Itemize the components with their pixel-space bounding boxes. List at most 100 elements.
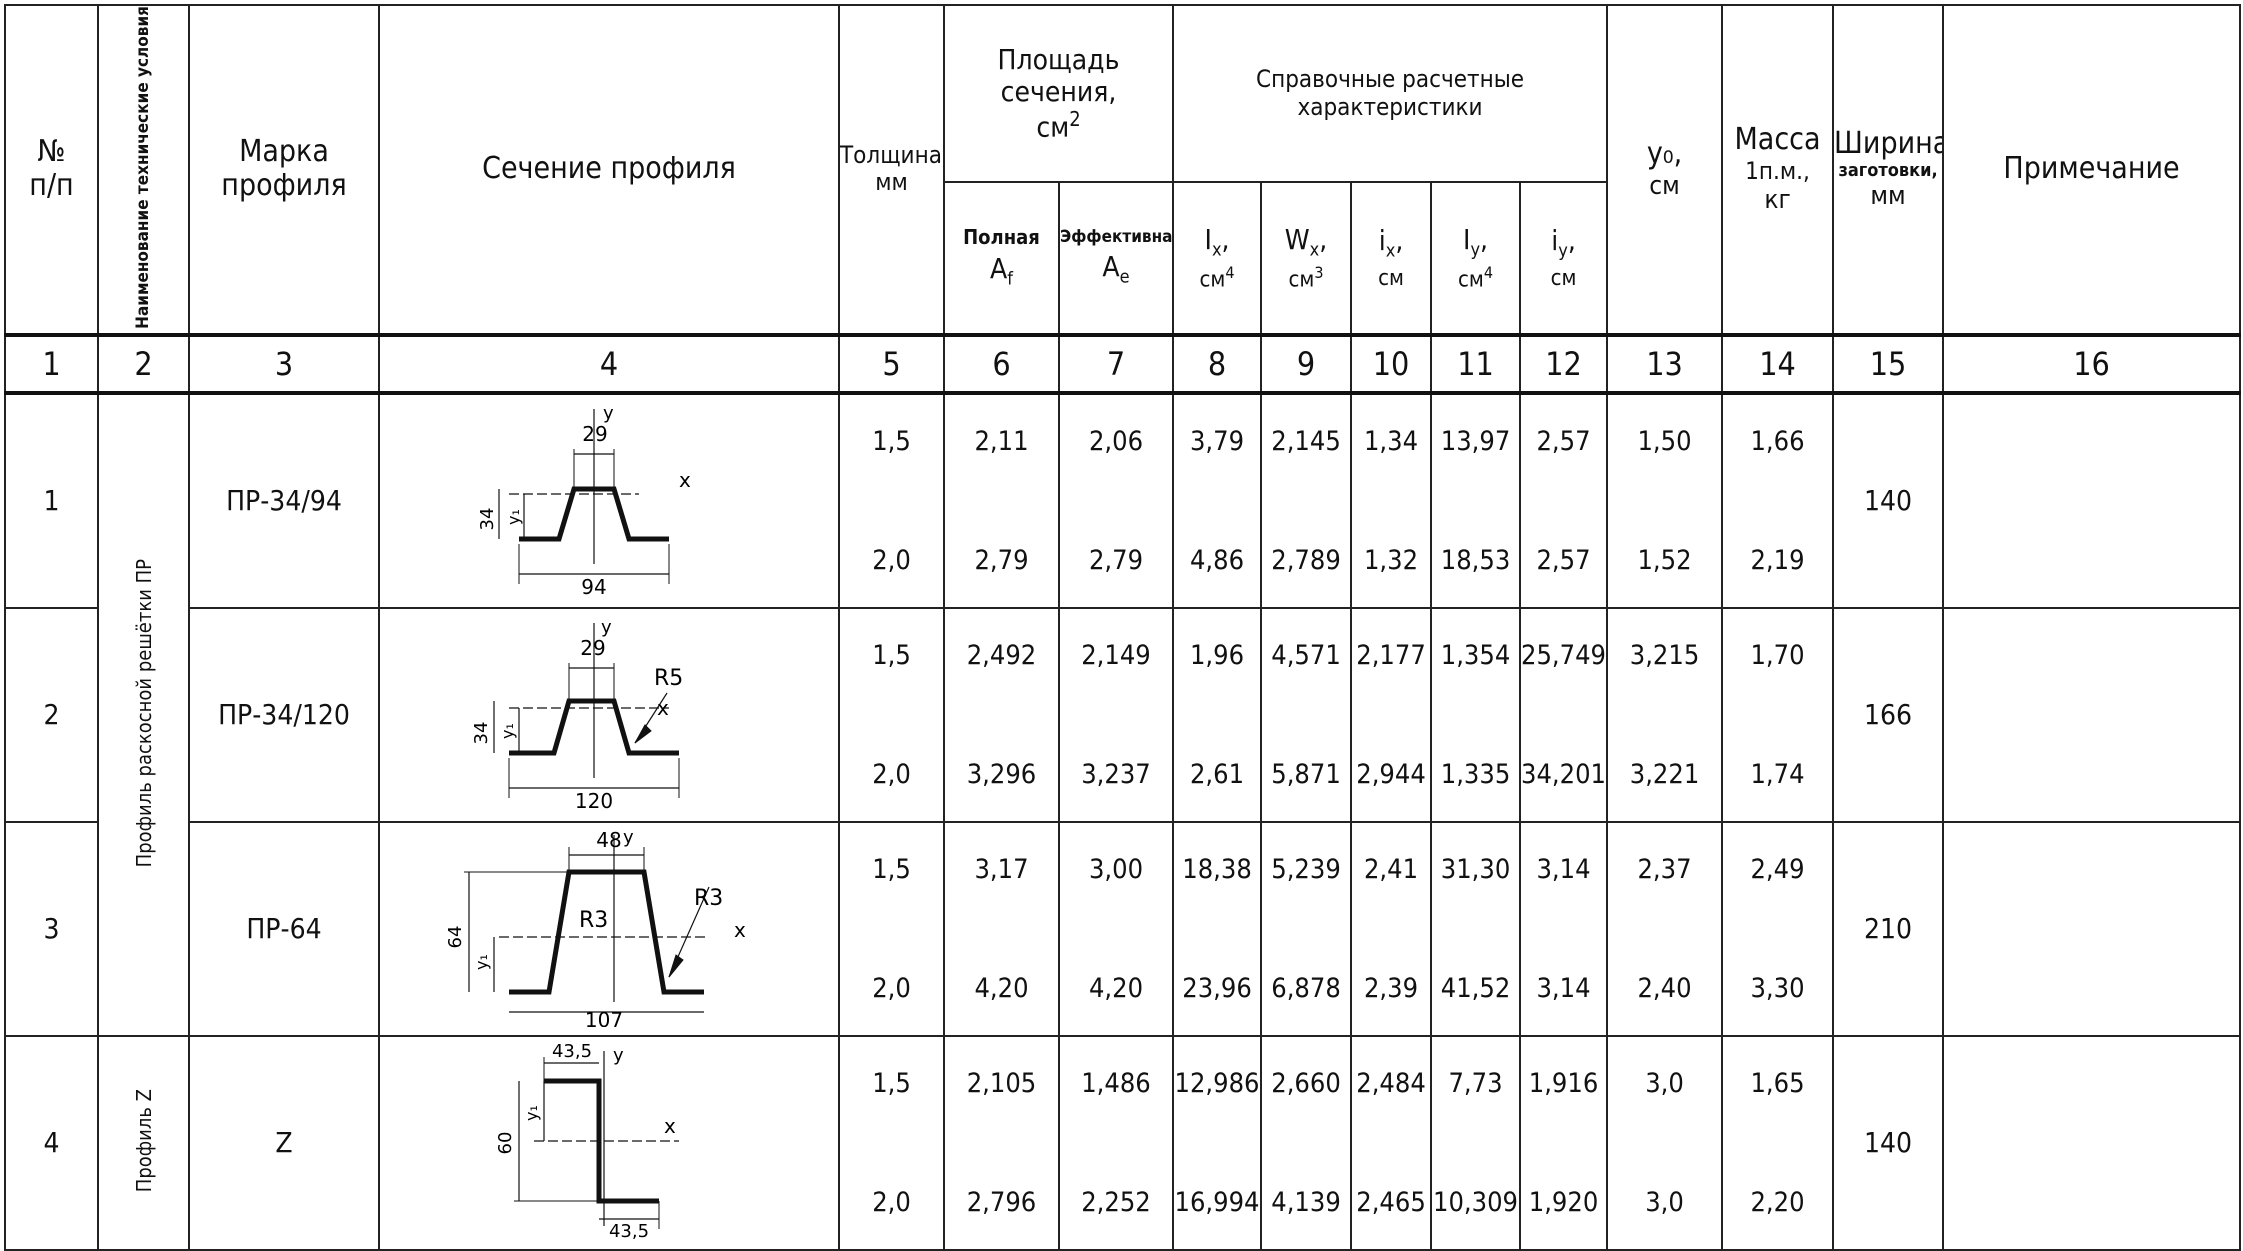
section-drawing-cell: 29 y x 94 34 y₁ bbox=[378, 391, 840, 609]
row-number: 3 bbox=[4, 820, 99, 1037]
col-num: 5 bbox=[838, 332, 945, 395]
header-rx: ix, см bbox=[1350, 181, 1433, 336]
svg-text:y₁: y₁ bbox=[472, 954, 491, 970]
col-num: 1 bbox=[4, 332, 99, 395]
note-cell bbox=[1942, 606, 2242, 823]
iy-cell: 31,30 41,52 bbox=[1430, 820, 1522, 1037]
col-num: 15 bbox=[1832, 332, 1945, 395]
area-eff-cell: 3,00 4,20 bbox=[1057, 820, 1175, 1037]
area-full-cell: 3,17 4,20 bbox=[943, 820, 1060, 1037]
thickness-cell: 1,5 2,0 bbox=[838, 1034, 945, 1251]
svg-text:107: 107 bbox=[585, 1008, 623, 1027]
svg-text:34: 34 bbox=[471, 721, 492, 744]
header-wx: Wx, см3 bbox=[1260, 181, 1353, 336]
ry-cell: 3,14 3,14 bbox=[1519, 820, 1609, 1037]
header-note: Примечание bbox=[1942, 4, 2242, 336]
col-num: 8 bbox=[1172, 332, 1263, 395]
area-full-cell: 2,492 3,296 bbox=[943, 606, 1060, 823]
ry-cell: 1,916 1,920 bbox=[1519, 1034, 1609, 1251]
thickness-cell: 1,5 2,0 bbox=[838, 391, 945, 609]
section-drawing-cell: 29 y x R5 120 34 y₁ bbox=[378, 606, 840, 823]
section-drawing-pr34-94: 29 y x 94 34 y₁ bbox=[477, 403, 691, 599]
section-drawing-cell: 48 y x R3 R3 107 64 y₁ bbox=[378, 820, 840, 1037]
svg-text:R5: R5 bbox=[654, 666, 683, 691]
profile-mark: ПР-64 bbox=[188, 820, 380, 1037]
width-cell: 166 bbox=[1832, 606, 1945, 823]
header-ry: iy, см bbox=[1519, 181, 1609, 336]
col-num: 4 bbox=[378, 332, 840, 395]
column-number-row: 1 2 3 4 5 6 7 8 9 10 11 12 13 14 15 16 bbox=[4, 332, 2242, 395]
ix-cell: 3,79 4,86 bbox=[1172, 391, 1263, 609]
row-number: 4 bbox=[4, 1034, 99, 1251]
svg-text:29: 29 bbox=[580, 636, 605, 660]
area-eff-cell: 2,06 2,79 bbox=[1057, 391, 1175, 609]
ix-cell: 12,986 16,994 bbox=[1172, 1034, 1263, 1251]
table-row: 4 Профиль Z Z 43,5 y x bbox=[4, 1034, 2242, 1251]
col-num: 14 bbox=[1721, 332, 1835, 395]
section-drawing-cell: 43,5 y x 43,5 60 y₁ bbox=[378, 1034, 840, 1251]
width-cell: 140 bbox=[1832, 391, 1945, 609]
note-cell bbox=[1942, 391, 2242, 609]
ix-cell: 1,96 2,61 bbox=[1172, 606, 1263, 823]
col-num: 3 bbox=[188, 332, 380, 395]
table-row: 2 ПР-34/120 29 bbox=[4, 606, 2242, 823]
svg-text:x: x bbox=[664, 1114, 676, 1138]
col-num: 6 bbox=[943, 332, 1060, 395]
svg-text:60: 60 bbox=[495, 1131, 516, 1154]
profile-mark: ПР-34/94 bbox=[188, 391, 380, 609]
row-number: 2 bbox=[4, 606, 99, 823]
section-drawing-z: 43,5 y x 43,5 60 y₁ bbox=[495, 1041, 679, 1242]
mass-cell: 1,70 1,74 bbox=[1721, 606, 1835, 823]
iy-cell: 7,73 10,309 bbox=[1430, 1034, 1522, 1251]
svg-text:y₁: y₁ bbox=[498, 723, 517, 739]
rx-cell: 1,34 1,32 bbox=[1350, 391, 1433, 609]
svg-text:y: y bbox=[623, 827, 634, 848]
wx-cell: 4,571 5,871 bbox=[1260, 606, 1353, 823]
rx-cell: 2,484 2,465 bbox=[1350, 1034, 1433, 1251]
svg-text:x: x bbox=[734, 918, 746, 942]
wx-cell: 2,145 2,789 bbox=[1260, 391, 1353, 609]
table-row: 3 ПР-64 48 y bbox=[4, 820, 2242, 1037]
svg-text:R3: R3 bbox=[579, 908, 608, 933]
width-cell: 210 bbox=[1832, 820, 1945, 1037]
header-area-full: Полная Af bbox=[943, 181, 1060, 336]
iy-cell: 13,97 18,53 bbox=[1430, 391, 1522, 609]
mass-cell: 1,66 2,19 bbox=[1721, 391, 1835, 609]
svg-text:y: y bbox=[601, 617, 612, 638]
section-drawing-pr64: 48 y x R3 R3 107 64 y₁ bbox=[445, 827, 746, 1032]
svg-text:y₁: y₁ bbox=[522, 1105, 541, 1121]
col-num: 7 bbox=[1057, 332, 1175, 395]
iy-cell: 1,354 1,335 bbox=[1430, 606, 1522, 823]
thickness-cell: 1,5 2,0 bbox=[838, 820, 945, 1037]
header-width: Ширина заготовки, мм bbox=[1832, 4, 1945, 336]
col-num: 12 bbox=[1519, 332, 1609, 395]
header-name: Наименование технические условия bbox=[97, 4, 190, 336]
group-cell-pr: Профиль раскосной решётки ПР bbox=[97, 391, 190, 1037]
table-row: 1 Профиль раскосной решётки ПР ПР-34/94 bbox=[4, 391, 2242, 1037]
svg-text:x: x bbox=[657, 696, 669, 720]
row-number: 1 bbox=[4, 391, 99, 609]
svg-text:29: 29 bbox=[582, 422, 607, 446]
group-cell-z: Профиль Z bbox=[97, 1034, 190, 1251]
y0-cell: 3,215 3,221 bbox=[1606, 606, 1724, 823]
header-ix: Ix, см4 bbox=[1172, 181, 1263, 336]
section-drawing-pr34-120: 29 y x R5 120 34 y₁ bbox=[471, 617, 683, 813]
header-area: Площадь сечения, см2 bbox=[942, 3, 1175, 184]
thickness-cell: 1,5 2,0 bbox=[838, 606, 945, 823]
svg-text:64: 64 bbox=[445, 925, 466, 948]
ry-cell: 2,57 2,57 bbox=[1519, 391, 1609, 609]
svg-text:120: 120 bbox=[575, 789, 613, 813]
mass-cell: 1,65 2,20 bbox=[1721, 1034, 1835, 1251]
header-y0: y₀, см bbox=[1606, 4, 1724, 336]
col-num: 9 bbox=[1260, 332, 1353, 395]
ix-cell: 18,38 23,96 bbox=[1172, 820, 1263, 1037]
wx-cell: 5,239 6,878 bbox=[1260, 820, 1353, 1037]
header-mass: Масса 1п.м., кг bbox=[1721, 4, 1835, 336]
col-num: 10 bbox=[1350, 332, 1433, 395]
rx-cell: 2,177 2,944 bbox=[1350, 606, 1433, 823]
profile-mark: ПР-34/120 bbox=[188, 606, 380, 823]
ry-cell: 25,749 34,201 bbox=[1519, 606, 1609, 823]
svg-text:94: 94 bbox=[581, 575, 606, 599]
y0-cell: 2,37 2,40 bbox=[1606, 820, 1724, 1037]
wx-cell: 2,660 4,139 bbox=[1260, 1034, 1353, 1251]
